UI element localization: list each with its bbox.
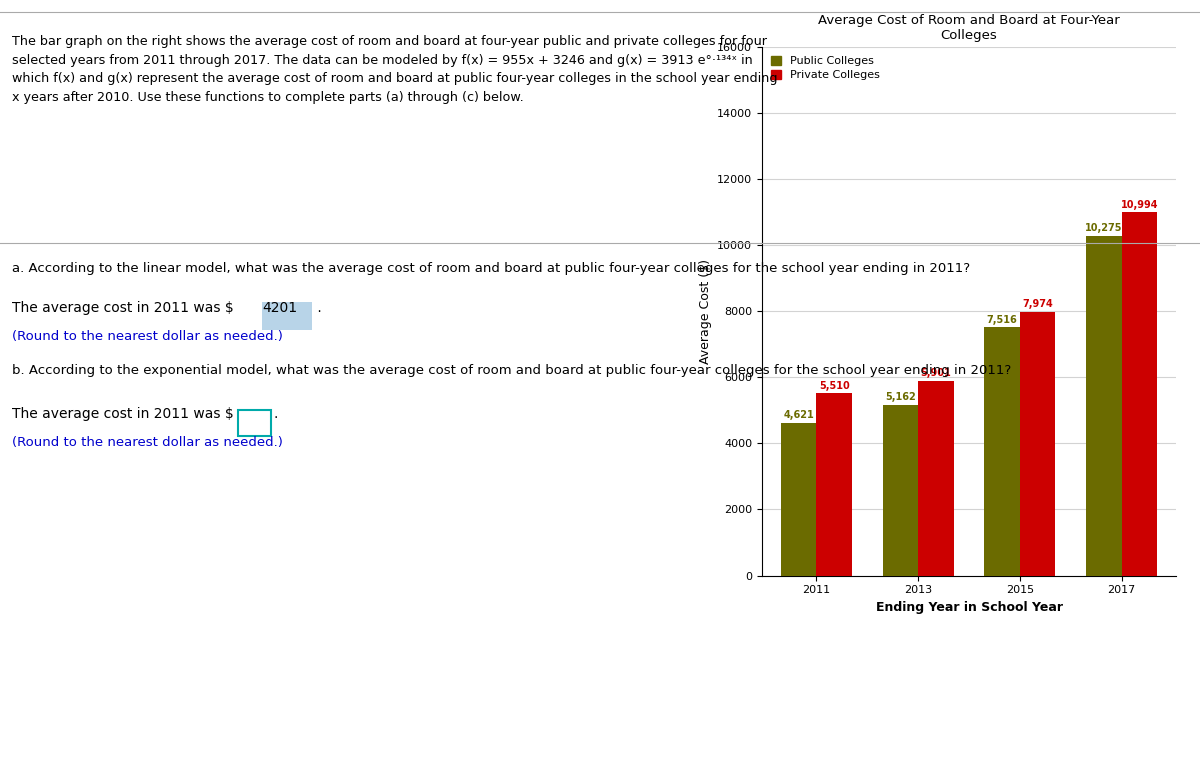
Text: 10,994: 10,994	[1121, 200, 1158, 210]
Bar	[1122, 212, 1157, 576]
X-axis label: Ending Year in School Year: Ending Year in School Year	[876, 601, 1062, 614]
FancyBboxPatch shape	[262, 302, 312, 330]
Text: The average cost in 2011 was $: The average cost in 2011 was $	[12, 407, 234, 421]
Y-axis label: Average Cost ($): Average Cost ($)	[698, 258, 712, 364]
Bar	[1086, 236, 1122, 576]
Text: The average cost in 2011 was $: The average cost in 2011 was $	[12, 301, 238, 316]
Text: (Round to the nearest dollar as needed.): (Round to the nearest dollar as needed.)	[12, 330, 283, 344]
Text: 5,510: 5,510	[818, 381, 850, 391]
Text: 7,974: 7,974	[1022, 299, 1054, 309]
Bar	[1020, 312, 1056, 576]
Bar	[918, 381, 954, 576]
Bar	[984, 327, 1020, 576]
FancyBboxPatch shape	[238, 410, 271, 436]
Text: The bar graph on the right shows the average cost of room and board at four-year: The bar graph on the right shows the ave…	[12, 35, 778, 103]
Text: 4201: 4201	[263, 301, 298, 316]
Bar	[816, 394, 852, 576]
Text: (Round to the nearest dollar as needed.): (Round to the nearest dollar as needed.)	[12, 436, 283, 449]
Text: a. According to the linear model, what was the average cost of room and board at: a. According to the linear model, what w…	[12, 262, 970, 276]
Text: 5,162: 5,162	[884, 392, 916, 402]
Text: .: .	[313, 301, 322, 316]
Text: 7,516: 7,516	[986, 315, 1018, 325]
Title: Average Cost of Room and Board at Four-Year
Colleges: Average Cost of Room and Board at Four-Y…	[818, 13, 1120, 41]
Legend: Public Colleges, Private Colleges: Public Colleges, Private Colleges	[768, 52, 883, 84]
Text: 5,901: 5,901	[920, 368, 952, 378]
Text: b. According to the exponential model, what was the average cost of room and boa: b. According to the exponential model, w…	[12, 364, 1012, 377]
Bar	[882, 405, 918, 576]
Text: .: .	[274, 407, 278, 421]
Text: 4,621: 4,621	[784, 410, 814, 420]
Bar	[781, 423, 816, 576]
Text: 10,275: 10,275	[1085, 223, 1122, 233]
